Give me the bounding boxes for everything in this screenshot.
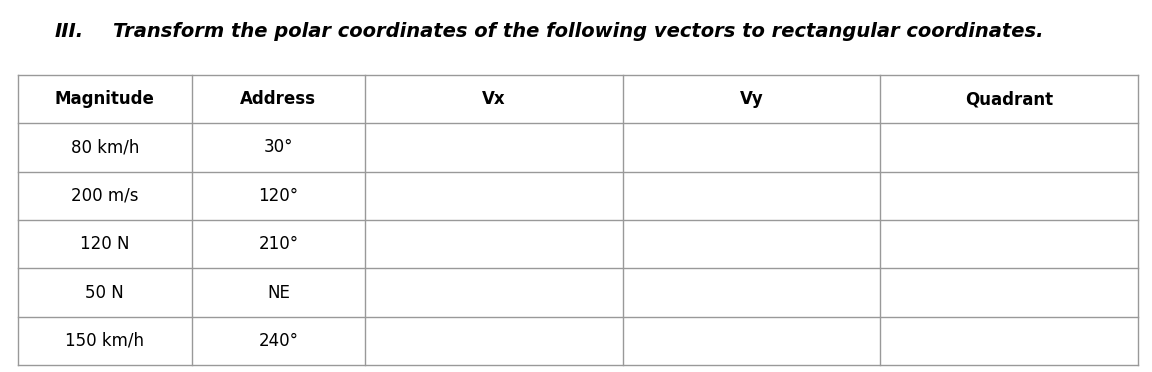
Text: 210°: 210° [258,235,298,253]
Text: 80 km/h: 80 km/h [70,138,139,157]
Text: NE: NE [267,283,290,301]
Text: 120°: 120° [258,187,298,205]
Text: Magnitude: Magnitude [55,90,154,108]
Text: 120 N: 120 N [79,235,129,253]
Text: Vy: Vy [740,90,764,108]
Text: 240°: 240° [258,332,298,350]
Text: 30°: 30° [264,138,293,157]
Text: 50 N: 50 N [85,283,124,301]
Text: Vx: Vx [483,90,506,108]
Text: 200 m/s: 200 m/s [71,187,138,205]
Text: Quadrant: Quadrant [965,90,1053,108]
Text: 150 km/h: 150 km/h [66,332,144,350]
Text: III.: III. [55,22,84,41]
Text: Address: Address [241,90,317,108]
Text: Transform the polar coordinates of the following vectors to rectangular coordina: Transform the polar coordinates of the f… [113,22,1044,41]
